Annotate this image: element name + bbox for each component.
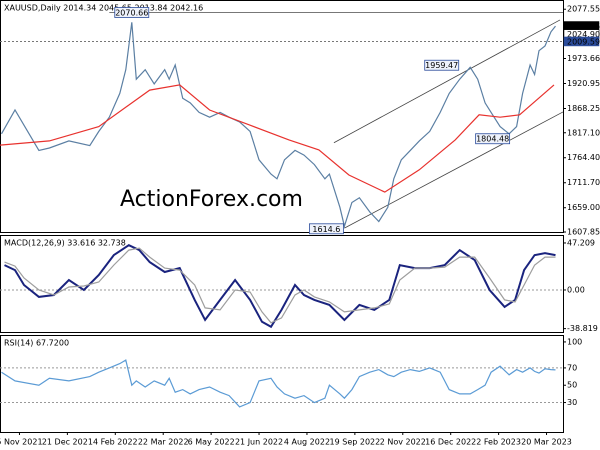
annotation-label: 1614.6 (312, 225, 340, 234)
series-line (4, 247, 556, 324)
panel-title: XAUUSD,Daily 2014.34 2045.65 2013.84 204… (4, 4, 203, 13)
x-tick-label: 20 Mar 2023 (521, 438, 572, 447)
x-tick-label: 19 Sep 2022 (330, 438, 381, 447)
annotation-label: 2070.66 (115, 8, 148, 17)
y-tick-label: 47.209 (567, 238, 595, 247)
y-tick-label: 1659.00 (567, 203, 600, 212)
y-tick-label: 1868.25 (567, 104, 600, 113)
x-tick-label: 5 Nov 2021 (0, 438, 43, 447)
panel-frame (0, 335, 564, 433)
channel-line (333, 19, 561, 144)
y-tick-label: 1817.10 (567, 128, 600, 137)
y-tick-label: 1764.40 (567, 153, 600, 162)
series-line (4, 244, 556, 329)
annotation-box (475, 133, 511, 145)
y-tick-label: 1607.85 (567, 228, 600, 237)
y-tick-label: 50 (567, 381, 577, 390)
series-line (0, 22, 556, 229)
annotation-box (309, 223, 344, 235)
x-tick-label: 4 Aug 2022 (284, 438, 330, 447)
x-tick-label: 2 Nov 2022 (380, 438, 426, 447)
y-tick-label: 1711.70 (567, 178, 600, 187)
y-tick-label: 30 (567, 398, 577, 407)
watermark: ActionForex.com (120, 187, 303, 212)
panel-frame (0, 0, 564, 233)
panel-title: RSI(14) 67.7200 (4, 339, 69, 348)
panel-frame (0, 235, 564, 333)
y-tick-label: 1920.95 (567, 79, 600, 88)
series-line (1, 359, 556, 408)
y-tick-label: -38.819 (567, 324, 598, 333)
y-tick-label: 0.00 (567, 285, 585, 294)
series-line (0, 84, 555, 193)
x-tick-label: 2 Feb 2023 (476, 438, 521, 447)
annotation-box (114, 7, 150, 18)
y-tick-label: 70 (567, 363, 577, 372)
y-tick-label: 2077.55 (567, 5, 600, 14)
annotation-label: 1804.48 (476, 135, 509, 144)
x-tick-label: 4 Feb 2022 (93, 438, 138, 447)
x-tick-label: 6 May 2022 (188, 438, 235, 447)
y-tick-label: 1973.66 (567, 54, 600, 63)
y-tick-label: 100 (567, 337, 582, 346)
x-tick-label: 16 Dec 2022 (425, 438, 476, 447)
panel-title: MACD(12,26,9) 33.616 32.738 (4, 239, 126, 248)
annotation-box (424, 59, 460, 71)
price-tag-label: 2024.90 (567, 30, 600, 39)
x-tick-label: 21 Dec 2021 (42, 438, 93, 447)
price-tag (563, 36, 600, 47)
price-tag-label: 2009.59 (567, 37, 600, 46)
x-tick-label: 22 Mar 2022 (138, 438, 189, 447)
annotation-label: 1959.47 (425, 61, 458, 70)
x-tick-label: 21 Jun 2022 (235, 438, 283, 447)
channel-line (344, 111, 564, 229)
price-tag-label: 2042.16 (567, 22, 600, 31)
